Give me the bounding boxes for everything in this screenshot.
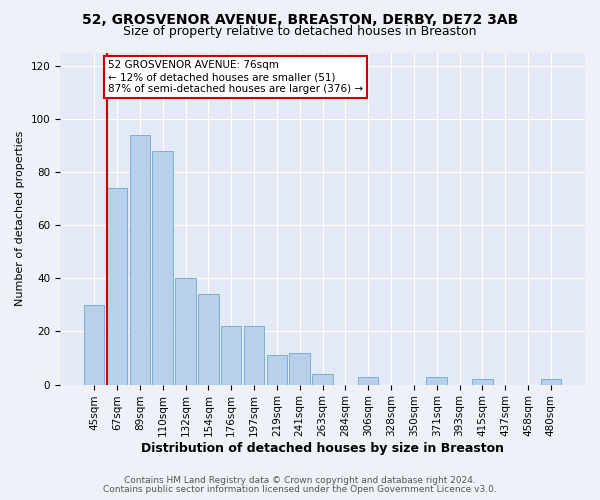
X-axis label: Distribution of detached houses by size in Breaston: Distribution of detached houses by size … — [141, 442, 504, 455]
Bar — [244, 326, 264, 384]
Bar — [152, 151, 173, 384]
Bar — [84, 305, 104, 384]
Bar — [175, 278, 196, 384]
Text: Contains HM Land Registry data © Crown copyright and database right 2024.: Contains HM Land Registry data © Crown c… — [124, 476, 476, 485]
Bar — [289, 352, 310, 384]
Bar — [221, 326, 241, 384]
Bar — [266, 356, 287, 384]
Text: 52 GROSVENOR AVENUE: 76sqm
← 12% of detached houses are smaller (51)
87% of semi: 52 GROSVENOR AVENUE: 76sqm ← 12% of deta… — [108, 60, 363, 94]
Bar — [472, 380, 493, 384]
Bar — [312, 374, 333, 384]
Bar — [130, 135, 150, 384]
Text: Size of property relative to detached houses in Breaston: Size of property relative to detached ho… — [123, 25, 477, 38]
Bar — [541, 380, 561, 384]
Bar — [107, 188, 127, 384]
Text: 52, GROSVENOR AVENUE, BREASTON, DERBY, DE72 3AB: 52, GROSVENOR AVENUE, BREASTON, DERBY, D… — [82, 12, 518, 26]
Bar — [198, 294, 218, 384]
Bar — [427, 376, 447, 384]
Y-axis label: Number of detached properties: Number of detached properties — [15, 131, 25, 306]
Bar — [358, 376, 379, 384]
Text: Contains public sector information licensed under the Open Government Licence v3: Contains public sector information licen… — [103, 485, 497, 494]
